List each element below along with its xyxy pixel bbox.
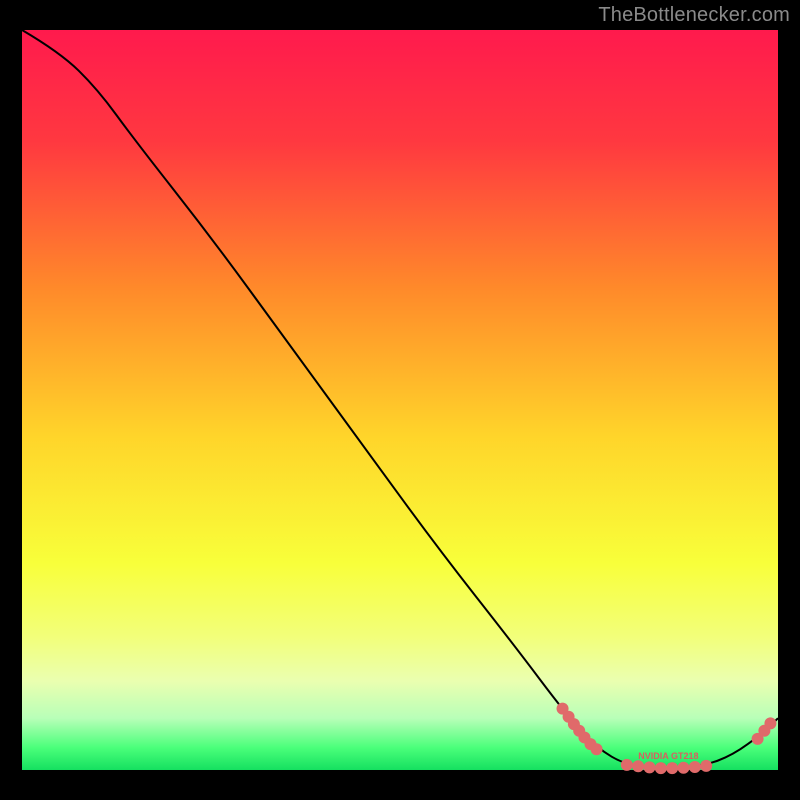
data-marker — [666, 762, 678, 774]
data-marker — [632, 760, 644, 772]
watermark-text: TheBottlenecker.com — [598, 4, 790, 27]
chart-canvas: NVIDIA GT218 TheBottlenecker.com — [0, 0, 800, 800]
data-marker — [621, 759, 633, 771]
series-label: NVIDIA GT218 — [638, 751, 698, 761]
data-marker — [655, 762, 667, 774]
data-marker — [689, 761, 701, 773]
data-marker — [764, 717, 776, 729]
data-marker — [643, 761, 655, 773]
data-marker — [591, 743, 603, 755]
data-marker — [678, 762, 690, 774]
bottleneck-curve-chart: NVIDIA GT218 — [0, 0, 800, 800]
data-marker — [700, 760, 712, 772]
